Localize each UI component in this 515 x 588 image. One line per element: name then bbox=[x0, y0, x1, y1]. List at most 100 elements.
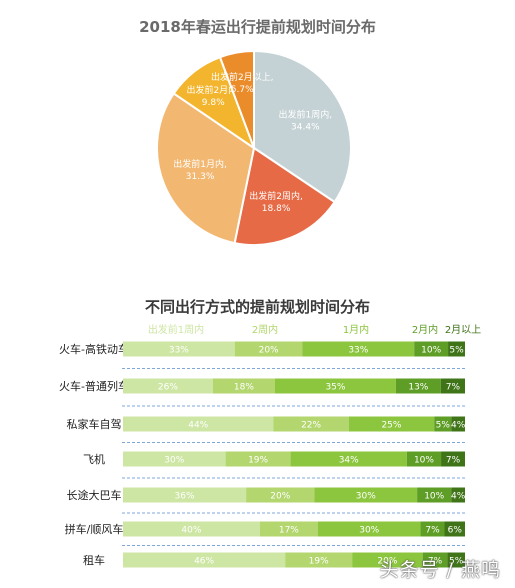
bar-value-label: 26% bbox=[158, 383, 178, 393]
pie-chart-title: 2018年春运出行提前规划时间分布 bbox=[139, 18, 376, 36]
pie-slice-value: 9.8% bbox=[202, 98, 225, 108]
bar-segment bbox=[434, 416, 452, 432]
pie-slice-1 bbox=[253, 49, 352, 204]
category-label: 拼车/顺风车 bbox=[65, 522, 124, 536]
bar-value-label: 30% bbox=[356, 492, 376, 502]
bar-segment bbox=[317, 521, 421, 537]
bar-value-label: 30% bbox=[359, 526, 379, 536]
bar-value-label: 33% bbox=[169, 346, 189, 356]
bar-segment bbox=[422, 552, 448, 568]
bar-segment bbox=[259, 521, 318, 537]
bar-value-label: 30% bbox=[164, 456, 184, 466]
bar-segment bbox=[420, 521, 445, 537]
bar-segment bbox=[417, 487, 452, 503]
bar-value-label: 20% bbox=[377, 557, 397, 567]
bar-value-label: 25% bbox=[381, 421, 401, 431]
bar-value-label: 5% bbox=[436, 421, 451, 431]
pie-slice-value: 5.7% bbox=[231, 85, 254, 95]
bar-segment bbox=[451, 487, 465, 503]
bar-segment bbox=[123, 341, 235, 357]
bar-segment bbox=[352, 552, 423, 568]
bar-segment bbox=[395, 378, 441, 394]
pie-slice-value: 34.4% bbox=[291, 123, 320, 133]
category-label: 租车 bbox=[83, 553, 105, 567]
bar-segment bbox=[123, 451, 226, 467]
category-label: 火车-普通列车 bbox=[59, 379, 129, 393]
bar-chart-title: 不同出行方式的提前规划时间分布 bbox=[144, 298, 370, 316]
pie-slice-value: 18.8% bbox=[262, 204, 291, 214]
pie-slice-label: 出发前1周内, bbox=[279, 109, 333, 121]
bar-segment bbox=[123, 521, 260, 537]
legend-label: 2月内 bbox=[412, 323, 438, 336]
bar-value-label: 10% bbox=[414, 456, 434, 466]
bar-segment bbox=[246, 487, 315, 503]
pie-slice-label: 出发前1月内, bbox=[173, 158, 227, 170]
bar-segment bbox=[440, 378, 465, 394]
bar-value-label: 33% bbox=[348, 346, 368, 356]
bar-segment bbox=[123, 487, 247, 503]
bar-value-label: 7% bbox=[446, 383, 461, 393]
pie-slice-label: 出发前2月以上, bbox=[211, 71, 274, 83]
pie-slice-label: 出发前2月内, bbox=[186, 84, 240, 96]
watermark: 头条号 / 燕鸣 bbox=[379, 559, 501, 581]
bar-segment bbox=[212, 378, 275, 394]
bar-segment bbox=[441, 451, 465, 467]
bar-value-label: 44% bbox=[188, 421, 208, 431]
bar-segment bbox=[447, 552, 465, 568]
bar-segment bbox=[123, 416, 274, 432]
bar-value-label: 13% bbox=[408, 383, 428, 393]
bar-value-label: 19% bbox=[248, 456, 268, 466]
bar-value-label: 40% bbox=[181, 526, 201, 536]
bar-segment bbox=[225, 451, 291, 467]
bar-value-label: 5% bbox=[449, 346, 464, 356]
bar-segment bbox=[302, 341, 415, 357]
bar-segment bbox=[314, 487, 418, 503]
bar-value-label: 7% bbox=[428, 557, 443, 567]
category-label: 飞机 bbox=[83, 452, 105, 466]
bar-value-label: 18% bbox=[234, 383, 254, 393]
bar-value-label: 10% bbox=[421, 346, 441, 356]
bar-value-label: 20% bbox=[270, 492, 290, 502]
pie-slice-2 bbox=[233, 146, 336, 246]
pie-slice-value: 31.3% bbox=[186, 172, 215, 182]
bar-segment bbox=[285, 552, 353, 568]
category-label: 长途大巴车 bbox=[67, 488, 122, 502]
pie-slice-5 bbox=[218, 49, 255, 149]
category-label: 私家车自驾 bbox=[67, 417, 122, 431]
bar-value-label: 17% bbox=[279, 526, 299, 536]
legend-label: 2周内 bbox=[252, 323, 278, 336]
legend-label: 2月以上 bbox=[445, 324, 481, 336]
bar-value-label: 46% bbox=[194, 557, 214, 567]
bar-segment bbox=[444, 521, 465, 537]
bar-segment bbox=[273, 416, 349, 432]
bar-segment bbox=[414, 341, 449, 357]
bar-segment bbox=[406, 451, 442, 467]
bar-segment bbox=[290, 451, 407, 467]
bar-value-label: 4% bbox=[451, 421, 466, 431]
legend-label: 出发前1周内 bbox=[148, 323, 204, 336]
bar-value-label: 20% bbox=[259, 346, 279, 356]
bar-segment bbox=[123, 378, 213, 394]
bar-value-label: 19% bbox=[309, 557, 329, 567]
bar-segment bbox=[348, 416, 435, 432]
bar-value-label: 7% bbox=[425, 526, 440, 536]
bar-value-label: 34% bbox=[339, 456, 359, 466]
bar-segment bbox=[123, 552, 286, 568]
pie-slice-3 bbox=[156, 92, 256, 245]
category-label: 火车-高铁动车 bbox=[59, 342, 129, 356]
bar-segment bbox=[234, 341, 303, 357]
bar-segment bbox=[275, 378, 396, 394]
bar-value-label: 35% bbox=[325, 383, 345, 393]
bar-value-label: 22% bbox=[301, 421, 321, 431]
pie-slice-label: 出发前2周内, bbox=[249, 190, 303, 202]
bar-value-label: 7% bbox=[446, 456, 461, 466]
bar-value-label: 6% bbox=[448, 526, 463, 536]
bar-value-label: 36% bbox=[175, 492, 195, 502]
bar-segment bbox=[448, 341, 465, 357]
bar-value-label: 4% bbox=[451, 492, 466, 502]
bar-value-label: 10% bbox=[424, 492, 444, 502]
bar-value-label: 5% bbox=[449, 557, 464, 567]
legend-label: 1月内 bbox=[343, 323, 369, 336]
bar-segment bbox=[451, 416, 465, 432]
